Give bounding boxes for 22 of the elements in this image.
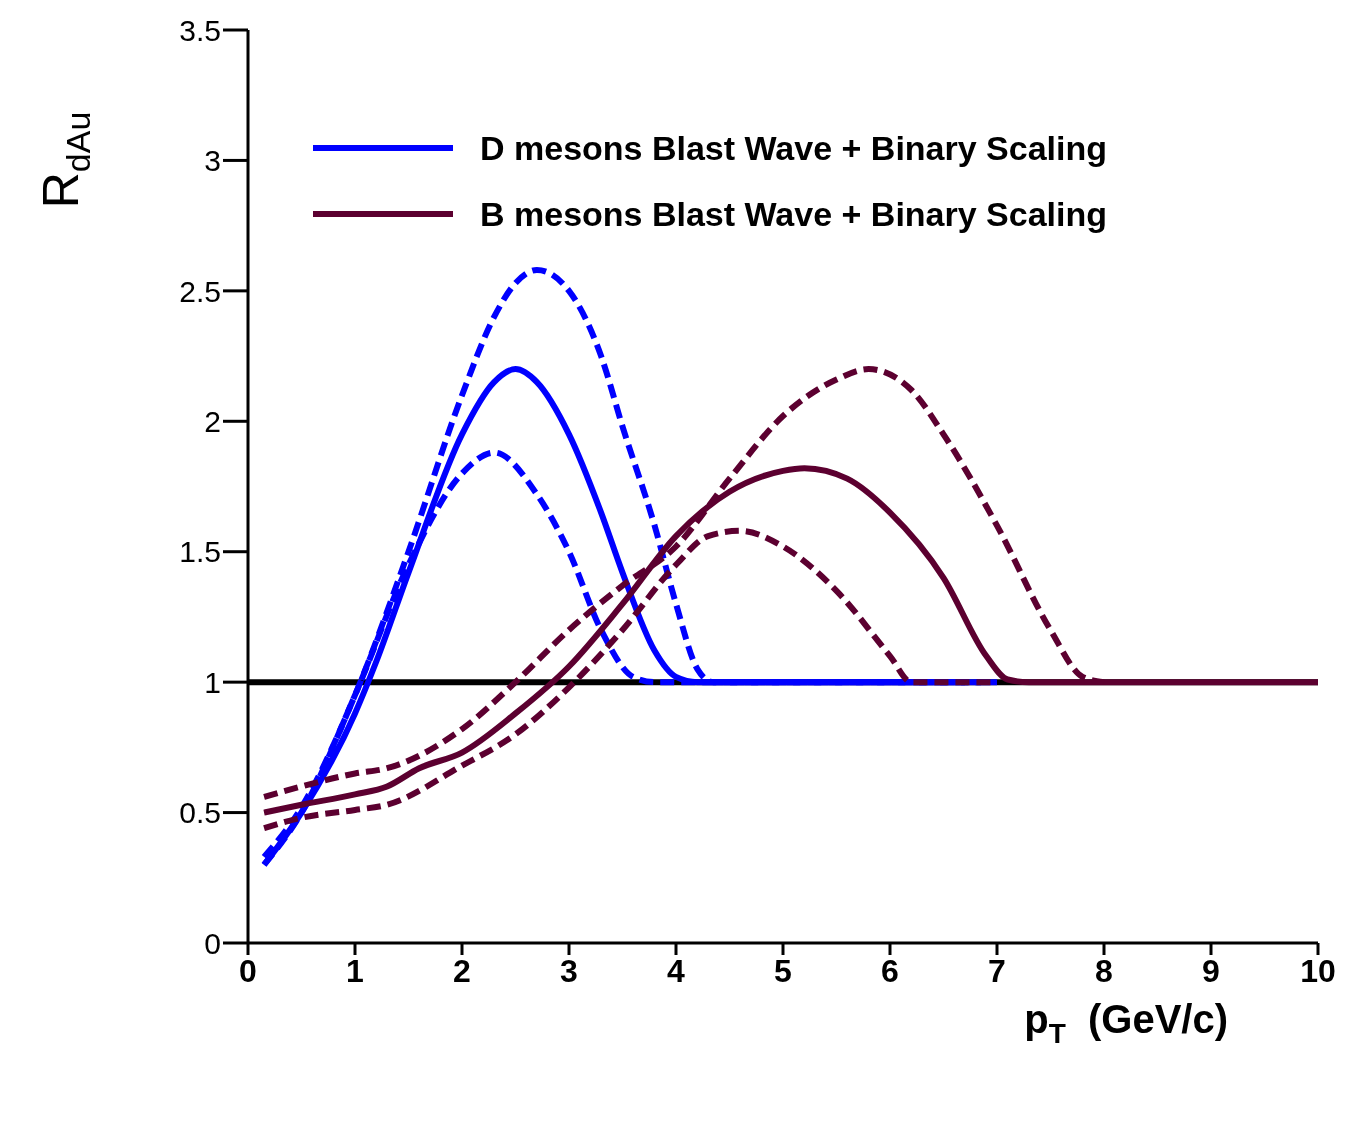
y-tick-label: 1.5	[179, 535, 221, 569]
x-tick-label: 4	[667, 952, 686, 989]
y-tick-label: 2	[204, 404, 221, 438]
x-tick-label: 0	[239, 952, 257, 989]
y-tick-label: 3.5	[179, 13, 221, 47]
y-tick-label: 3	[204, 144, 221, 178]
x-tick-label: 5	[774, 952, 792, 989]
x-tick-label: 10	[1300, 952, 1336, 989]
x-axis-title: p$_{T}$ (GeV/c)	[1024, 997, 1228, 1049]
x-tick-label: 2	[453, 952, 471, 989]
y-tick-label: 0	[204, 926, 221, 960]
x-tick-label: 8	[1095, 952, 1113, 989]
x-tick-label: 6	[881, 952, 899, 989]
y-tick-label: 1	[204, 665, 221, 699]
y-tick-label: 0.5	[179, 796, 221, 830]
legend-label: B mesons Blast Wave + Binary Scaling	[480, 194, 1108, 234]
y-tick-label: 2.5	[179, 274, 221, 308]
x-tick-label: 3	[560, 952, 578, 989]
legend-label: D mesons Blast Wave + Binary Scaling	[480, 128, 1108, 168]
x-tick-label: 7	[988, 952, 1006, 989]
x-tick-label: 9	[1202, 952, 1220, 989]
x-tick-label: 1	[346, 952, 364, 989]
